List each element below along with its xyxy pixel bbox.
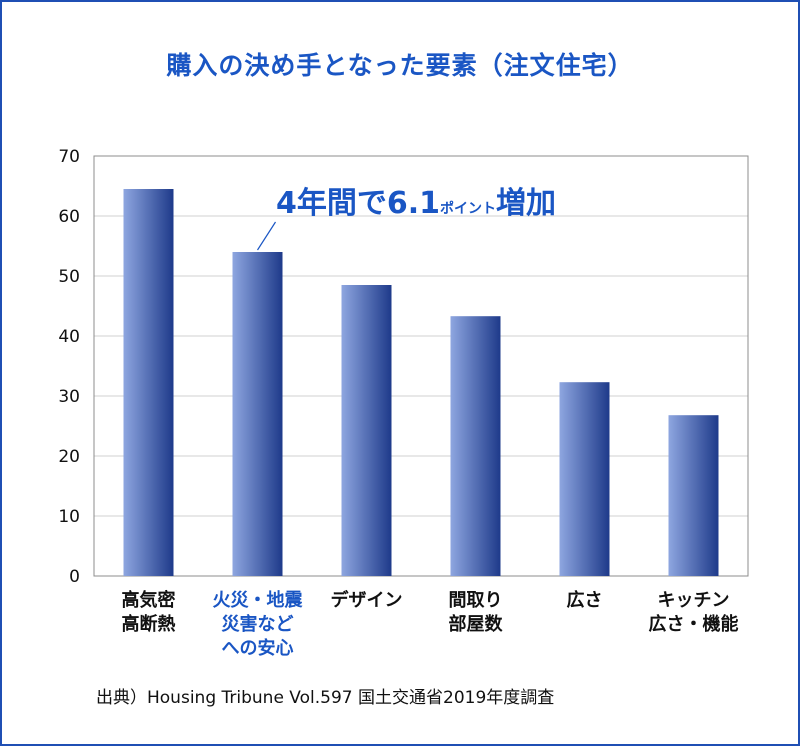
- bar: [232, 252, 283, 576]
- annotation-text: 4年間で6.1ポイント増加: [276, 186, 556, 221]
- bar: [123, 189, 174, 576]
- annotation-leader-line: [256, 221, 277, 251]
- y-tick-label: 50: [58, 267, 80, 287]
- chart-title: 購入の決め手となった要素（注文住宅）: [166, 51, 634, 80]
- y-tick-label: 70: [58, 147, 80, 167]
- y-tick-label: 60: [58, 207, 80, 227]
- y-axis-ticks: 0 10 20 30 40 50 60 70: [58, 147, 80, 587]
- source-note: 出典）Housing Tribune Vol.597 国土交通省2019年度調査: [96, 688, 555, 708]
- grid-lines: [93, 155, 749, 577]
- y-tick-label: 30: [58, 387, 80, 407]
- x-tick-label: 間取り部屋数: [449, 590, 504, 635]
- bar: [668, 415, 719, 576]
- y-tick-label: 0: [69, 567, 80, 587]
- x-tick-label: 高気密高断熱: [122, 589, 176, 635]
- y-tick-label: 10: [58, 507, 80, 527]
- bars: [123, 189, 719, 576]
- x-tick-label: 火災・地震災害などへの安心: [213, 589, 304, 659]
- bar: [559, 382, 610, 576]
- bar: [450, 316, 501, 576]
- annotation: 4年間で6.1ポイント増加: [256, 186, 556, 251]
- plot-area-border: [93, 155, 749, 577]
- x-tick-label: 広さ: [567, 589, 603, 611]
- x-tick-label: キッチン広さ・機能: [649, 590, 739, 635]
- y-tick-label: 20: [58, 447, 80, 467]
- x-tick-label: デザイン: [331, 589, 403, 611]
- bar: [341, 285, 392, 576]
- y-tick-label: 40: [58, 327, 80, 347]
